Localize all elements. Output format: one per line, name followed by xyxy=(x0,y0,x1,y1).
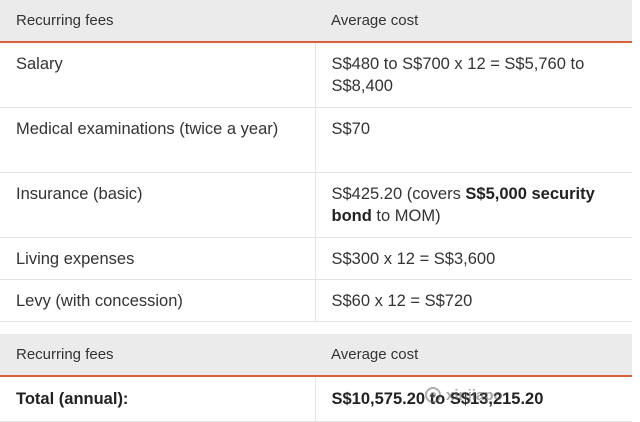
header-recurring-fees: Recurring fees xyxy=(0,334,315,377)
cost-cell: S$300 x 12 = S$3,600 xyxy=(315,237,632,280)
table-header-row: Recurring fees Average cost xyxy=(0,0,632,43)
cost-cell: S$425.20 (covers S$5,000 security bond t… xyxy=(315,172,632,238)
cost-suffix: to MOM) xyxy=(371,207,441,225)
cost-prefix: S$425.20 (covers xyxy=(331,185,466,203)
table-row: Levy (with concession) S$60 x 12 = S$720 xyxy=(0,279,632,322)
table-row: Salary S$480 to S$700 x 12 = S$5,760 to … xyxy=(0,42,632,108)
total-table: Recurring fees Average cost Total (annua… xyxy=(0,334,632,422)
watermark-text: xinjiapo xyxy=(446,386,503,404)
watermark: xinjiapo xyxy=(425,384,503,406)
table-row: Insurance (basic) S$425.20 (covers S$5,0… xyxy=(0,172,632,238)
fee-cell: Insurance (basic) xyxy=(0,172,316,238)
total-value: S$10,575.20 to S$13,215.20 xyxy=(315,376,632,422)
fee-cell: Living expenses xyxy=(0,237,316,280)
cost-cell: S$60 x 12 = S$720 xyxy=(315,279,632,322)
table-header-row: Recurring fees Average cost xyxy=(0,334,632,377)
header-average-cost: Average cost xyxy=(315,334,632,377)
cost-cell: S$480 to S$700 x 12 = S$5,760 to S$8,400 xyxy=(315,42,632,108)
table-row: Living expenses S$300 x 12 = S$3,600 xyxy=(0,237,632,280)
wechat-icon xyxy=(425,387,441,403)
cost-cell: S$70 xyxy=(315,107,632,173)
fee-cell: Salary xyxy=(0,42,316,108)
fee-cell: Levy (with concession) xyxy=(0,279,316,322)
total-row: Total (annual): S$10,575.20 to S$13,215.… xyxy=(0,376,632,422)
header-recurring-fees: Recurring fees xyxy=(0,0,315,43)
fee-cell: Medical examinations (twice a year) xyxy=(0,107,316,173)
header-average-cost: Average cost xyxy=(315,0,632,43)
recurring-fees-table: Recurring fees Average cost Salary S$480… xyxy=(0,0,632,322)
total-label: Total (annual): xyxy=(0,376,316,422)
cost-bold-bond: S$5,000 security bond xyxy=(331,185,595,225)
table-row: Medical examinations (twice a year) S$70 xyxy=(0,107,632,173)
